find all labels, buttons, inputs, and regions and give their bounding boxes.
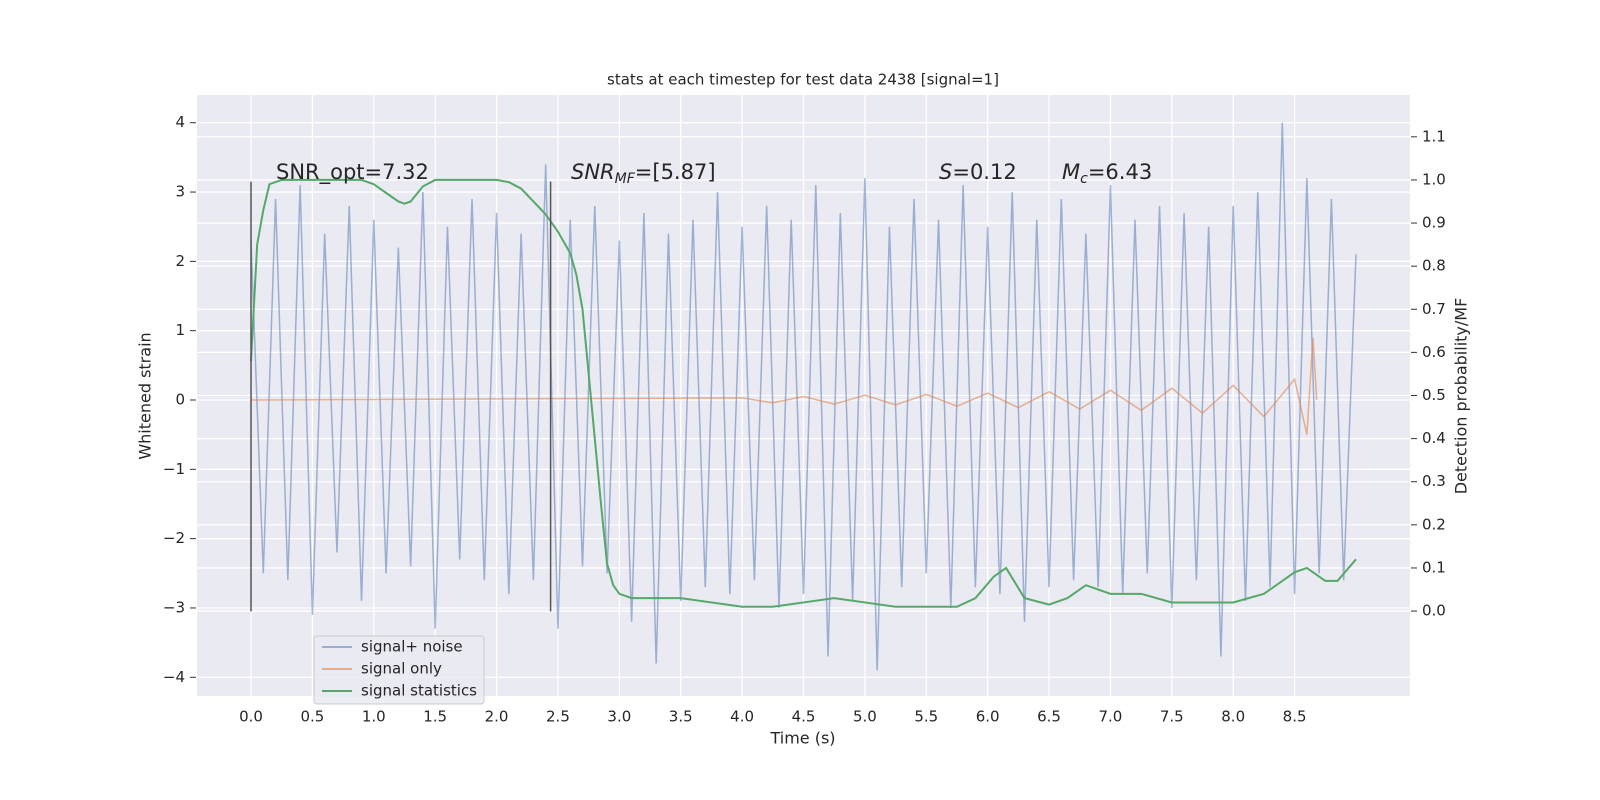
y2-tick-label: 0.2 <box>1422 515 1446 533</box>
y-tick-label: −4 <box>163 668 185 686</box>
y-tick-label: 1 <box>175 321 185 339</box>
y-tick-label: −3 <box>163 598 185 616</box>
x-tick-label: 2.5 <box>546 708 570 726</box>
legend-box <box>313 635 485 705</box>
x-tick-label: 4.0 <box>730 708 754 726</box>
x-tick-label: 8.5 <box>1283 708 1307 726</box>
y2-tick-label: 0.9 <box>1422 214 1446 232</box>
annotation-text: =6.43 <box>1088 160 1152 184</box>
x-tick-label: 0.5 <box>300 708 324 726</box>
y-tick-label: 4 <box>175 113 185 131</box>
x-tick-label: 0.0 <box>239 708 263 726</box>
annotation-text: =[5.87] <box>635 160 716 184</box>
y2-tick-label: 0.5 <box>1422 386 1446 404</box>
y-tick-label: −2 <box>163 529 185 547</box>
annotation: SNRMF=[5.87] <box>571 160 716 187</box>
annotation-italic: M <box>1062 160 1080 184</box>
y-axis-label: Whitened strain <box>136 332 155 459</box>
x-tick-label: 1.5 <box>423 708 447 726</box>
x-tick-label: 5.0 <box>853 708 877 726</box>
x-tick-label: 7.0 <box>1099 708 1123 726</box>
annotation-text: =0.12 <box>952 160 1016 184</box>
x-tick-label: 3.0 <box>607 708 631 726</box>
y2-axis-label: Detection probability/MF <box>1452 298 1471 495</box>
y-tick-label: 3 <box>175 183 185 201</box>
y2-tick-label: 0.0 <box>1422 602 1446 620</box>
y2-tick-label: 1.1 <box>1422 127 1446 145</box>
y2-tick-label: 0.4 <box>1422 429 1446 447</box>
x-tick-label: 8.0 <box>1221 708 1245 726</box>
annotation: S=0.12 <box>939 160 1017 184</box>
series-line <box>251 337 1318 435</box>
chart-title: stats at each timestep for test data 243… <box>607 71 999 89</box>
legend-label: signal+ noise <box>361 638 463 656</box>
annotation-text: SNR_opt=7.32 <box>276 160 429 185</box>
x-tick-label: 7.5 <box>1160 708 1184 726</box>
annotation-subscript: MF <box>615 171 636 187</box>
series-line <box>250 178 1357 608</box>
series-line <box>250 122 1357 671</box>
y2-tick-label: 0.7 <box>1422 300 1446 318</box>
y2-tick-label: 0.6 <box>1422 343 1446 361</box>
y2-tick-label: 0.1 <box>1422 558 1446 576</box>
x-tick-label: 3.5 <box>669 708 693 726</box>
x-axis-label: Time (s) <box>769 729 835 748</box>
y-tick-label: 2 <box>175 252 185 270</box>
annotation: Mc=6.43 <box>1062 160 1152 187</box>
y2-tick-label: 0.8 <box>1422 257 1446 275</box>
annotation-italic: SNR <box>571 160 615 184</box>
y-tick-label: −1 <box>163 460 185 478</box>
legend-label: signal statistics <box>361 682 477 700</box>
y2-tick-label: 1.0 <box>1422 170 1446 188</box>
y-tick-label: 0 <box>175 391 185 409</box>
x-tick-label: 6.5 <box>1037 708 1061 726</box>
x-tick-label: 2.0 <box>485 708 509 726</box>
annotation-subscript: c <box>1080 171 1088 187</box>
x-tick-label: 4.5 <box>792 708 816 726</box>
annotation-italic: S <box>939 160 952 184</box>
y2-tick-label: 0.3 <box>1422 472 1446 490</box>
annotation: SNR_opt=7.32 <box>276 160 429 185</box>
x-tick-label: 6.0 <box>976 708 1000 726</box>
legend-label: signal only <box>361 660 442 678</box>
x-tick-label: 1.0 <box>362 708 386 726</box>
x-tick-label: 5.5 <box>914 708 938 726</box>
